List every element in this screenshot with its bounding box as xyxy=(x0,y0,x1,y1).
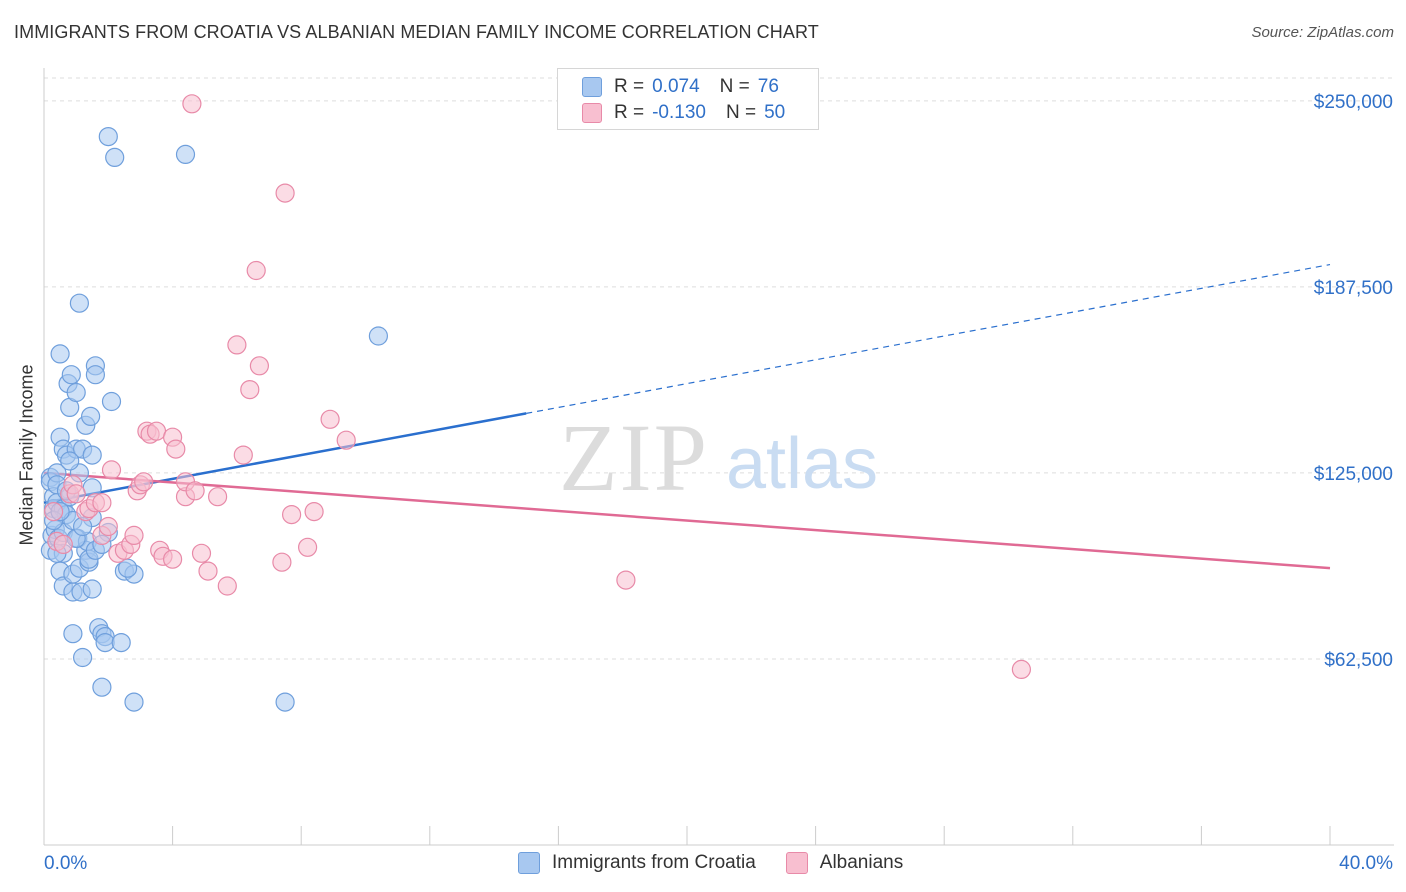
y-axis-label: Median Family Income xyxy=(16,364,37,546)
point-albanians xyxy=(320,409,340,429)
point-albanians xyxy=(246,260,266,281)
legend-swatch-croatia xyxy=(518,852,540,874)
point-albanians xyxy=(166,439,186,459)
point-albanians xyxy=(98,516,118,537)
point-albanians xyxy=(217,576,237,596)
r-label: R = xyxy=(614,76,645,97)
x-tick-label-max: 40.0% xyxy=(1339,853,1393,874)
grid-lines xyxy=(44,77,1394,660)
point-albanians xyxy=(191,543,212,563)
point-albanians xyxy=(249,356,269,376)
legend-label-albanians: Albanians xyxy=(819,852,904,873)
legend-row-croatia: R = 0.074 N = 76 xyxy=(582,75,779,99)
y-tick-label: $187,500 xyxy=(1314,278,1393,299)
point-albanians xyxy=(163,549,183,569)
point-croatia xyxy=(80,406,101,426)
point-albanians xyxy=(616,570,636,590)
legend-swatch-albanians xyxy=(785,852,808,874)
point-croatia xyxy=(85,365,106,385)
point-croatia xyxy=(175,144,196,164)
point-croatia xyxy=(101,391,122,412)
watermark-atlas: atlas xyxy=(726,424,878,504)
n-label: N = xyxy=(719,76,750,97)
point-albanians xyxy=(298,537,318,557)
legend-swatch-albanians xyxy=(582,103,602,123)
point-croatia xyxy=(66,382,86,403)
point-albanians xyxy=(146,421,167,441)
point-albanians xyxy=(233,445,253,465)
point-croatia xyxy=(82,445,102,465)
watermark: ZIP atlas xyxy=(559,404,878,511)
point-albanians xyxy=(336,430,356,450)
y-tick-label: $125,000 xyxy=(1314,464,1393,485)
point-albanians xyxy=(227,335,247,355)
point-albanians xyxy=(185,481,205,501)
point-albanians xyxy=(208,487,228,507)
point-albanians xyxy=(304,502,324,522)
legend-item-albanians[interactable]: Albanians xyxy=(785,852,904,874)
point-albanians xyxy=(275,183,295,203)
point-croatia xyxy=(275,692,295,712)
trend-lines xyxy=(43,263,1331,570)
point-albanians xyxy=(198,561,218,581)
n-value: 76 xyxy=(757,76,779,97)
data-points xyxy=(40,94,1032,712)
source-label: Source: ZipAtlas.com xyxy=(1251,24,1394,41)
trend-line-croatia-extension xyxy=(526,263,1331,414)
n-label: N = xyxy=(725,102,757,123)
stats-legend: R = 0.074 N = 76 R = -0.130 N = 50 xyxy=(557,68,819,130)
point-croatia xyxy=(368,326,388,346)
r-value: -0.130 xyxy=(652,102,706,123)
point-albanians xyxy=(124,525,144,546)
point-croatia xyxy=(95,632,115,653)
point-albanians xyxy=(53,534,73,555)
point-croatia xyxy=(61,365,81,385)
point-croatia xyxy=(92,677,112,697)
legend-item-croatia[interactable]: Immigrants from Croatia xyxy=(518,852,756,874)
trend-line-croatia xyxy=(43,412,527,504)
point-albanians xyxy=(282,504,302,525)
point-albanians xyxy=(134,472,154,492)
series-legend: Immigrants from Croatia Albanians xyxy=(518,852,933,874)
y-tick-label: $250,000 xyxy=(1314,92,1393,113)
point-croatia xyxy=(82,579,102,599)
y-tick-label: $62,500 xyxy=(1324,650,1393,671)
legend-label-croatia: Immigrants from Croatia xyxy=(552,852,756,873)
watermark-zip: ZIP xyxy=(559,404,709,511)
r-value: 0.074 xyxy=(652,76,700,97)
point-albanians xyxy=(92,493,112,513)
point-albanians xyxy=(101,460,122,480)
point-croatia xyxy=(111,632,131,653)
point-albanians xyxy=(182,94,202,114)
legend-row-albanians: R = -0.130 N = 50 xyxy=(582,101,785,125)
point-croatia xyxy=(105,147,125,167)
x-tick-label-min: 0.0% xyxy=(44,853,87,874)
point-albanians xyxy=(43,502,64,522)
point-croatia xyxy=(124,692,144,712)
tick-labels: $62,500 $125,000 $187,500 $250,000 0.0% 40.0% xyxy=(44,92,1393,874)
point-albanians xyxy=(240,380,260,400)
n-value: 50 xyxy=(764,102,786,123)
point-croatia xyxy=(63,624,83,644)
chart-title: IMMIGRANTS FROM CROATIA VS ALBANIAN MEDI… xyxy=(14,22,819,42)
point-albanians xyxy=(272,552,292,572)
point-albanians xyxy=(66,484,86,504)
point-croatia xyxy=(50,344,70,364)
point-croatia xyxy=(60,451,80,471)
legend-swatch-croatia xyxy=(582,77,602,97)
r-label: R = xyxy=(614,102,645,123)
trend-line-albanians xyxy=(43,471,1331,570)
point-croatia xyxy=(69,293,90,313)
point-croatia xyxy=(72,647,93,668)
axes xyxy=(43,68,1394,846)
point-albanians xyxy=(1011,659,1032,680)
point-croatia xyxy=(98,127,118,147)
